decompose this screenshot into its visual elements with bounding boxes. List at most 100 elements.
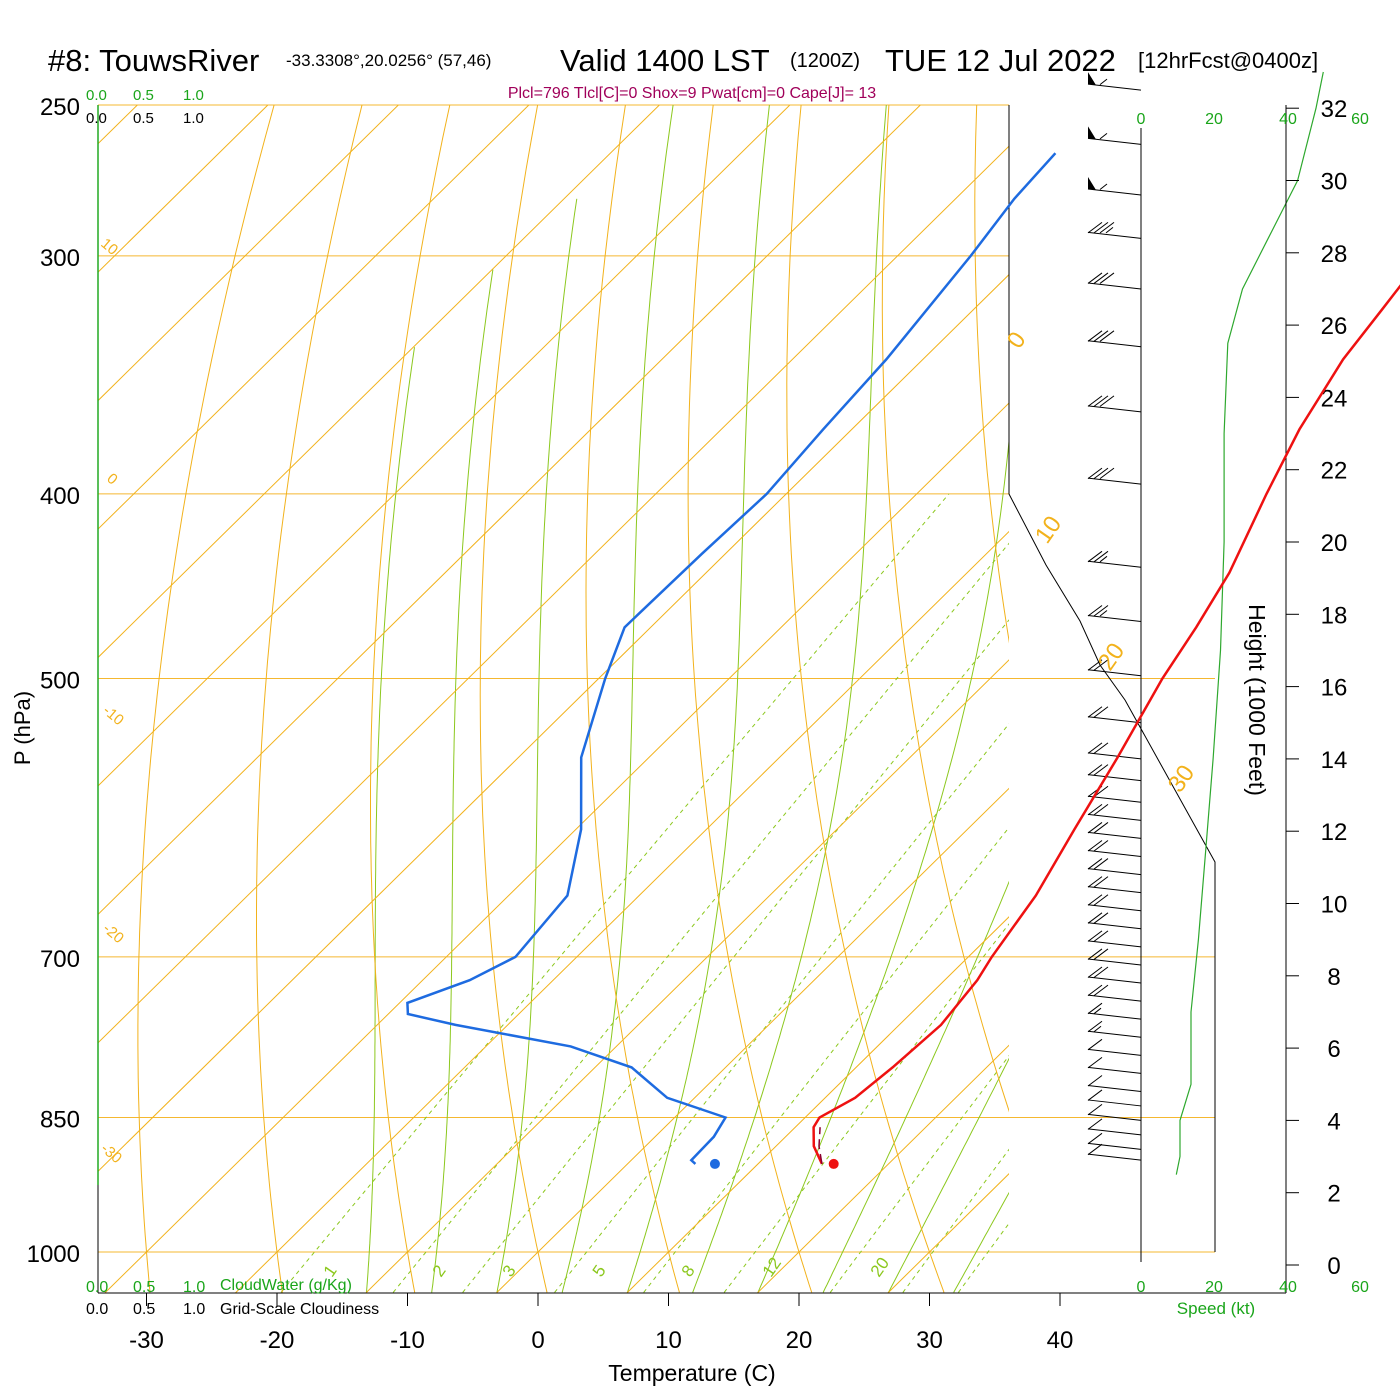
temperature-axis-label: Temperature (C) [608,1360,775,1386]
pressure-axis-label: P (hPa) [10,691,35,765]
isotherm--20 [234,530,1009,1293]
wind-barb-7 [1087,467,1142,485]
speed-scale-bottom-0: 0 [1137,1279,1146,1296]
height-tick-18: 18 [1321,602,1348,629]
cloud-scale-top-black-2: 1.0 [183,110,204,127]
wind-barb-6 [1087,395,1142,413]
mixing-ratio-28 [902,1148,1009,1293]
isotherm-lines [98,105,1400,1293]
isobar-lines [98,104,1215,1253]
dry-adiabat-20 [687,105,813,1293]
wind-barb-15 [1087,803,1142,821]
wind-barb-32 [1087,1104,1142,1121]
isotherm-label-4: -30 [97,1140,125,1167]
wind-barb-8 [1087,550,1142,568]
mixing-ratio-3 [462,619,1009,1293]
isotherm--10 [365,659,1009,1293]
moist-adiabat-20 [757,436,1009,1293]
wind-barb-10 [1087,659,1142,677]
title-valid: Valid 1400 LST [560,43,770,78]
wind-barb-23 [1087,948,1142,966]
isotherm-label-5: 0 [1002,327,1032,353]
height-tick-6: 6 [1327,1036,1340,1063]
isotherm--60 [98,105,921,916]
moist-adiabat--10 [366,347,415,1293]
isotherm-label-2: -10 [99,702,127,729]
isotherm--80 [98,105,660,659]
height-tick-30: 30 [1321,169,1348,196]
title-coords: -33.3308°,20.0256° (57,46) [286,51,491,70]
wind-barb-24 [1087,966,1142,984]
temperature-tick-10: 10 [655,1327,682,1354]
height-tick-4: 4 [1327,1108,1340,1135]
dry-adiabat-70 [1152,105,1400,1292]
moist-adiabat--5 [431,269,494,1293]
cloud-scale-top-black-0: 0.0 [86,110,107,127]
isotherm-50 [1149,105,1400,1293]
sounding-series [406,152,1400,1169]
dry-adiabat-0 [479,105,548,1293]
wind-speed-line [1175,71,1324,1175]
isotherm-label-6: 10 [1030,511,1067,548]
isotherm--90 [98,105,530,530]
dry-adiabat--30 [137,105,275,1293]
speed-axis-label: Speed (kt) [1177,1299,1255,1318]
mixing-ratio-label-3: 3 [499,1262,520,1281]
mixing-ratio-label-8: 8 [678,1262,699,1281]
wind-barbs [1087,72,1142,1161]
wind-barb-11 [1087,706,1142,724]
isotherm-label-8: 30 [1163,760,1200,797]
title-forecast: [12hrFcst@0400z] [1138,48,1318,73]
wind-barb-31 [1087,1089,1142,1107]
height-tick-26: 26 [1321,313,1348,340]
pressure-tick-500: 500 [40,668,80,695]
wind-barb-0 [1087,72,1142,91]
wind-barb-27 [1087,1020,1142,1038]
temperature-axis: -30 -20 -10 0 10 20 30 40 [129,1293,1073,1354]
height-tick-14: 14 [1321,747,1348,774]
cloudiness-label: Grid-Scale Cloudiness [220,1301,379,1318]
isotherm--100 [98,105,399,402]
wind-barb-28 [1087,1038,1142,1056]
temperature-tick--30: -30 [129,1327,164,1354]
mixing-ratio-20 [829,1054,1009,1293]
speed-scale-top-1: 20 [1205,111,1223,128]
speed-scale-bottom-1: 20 [1205,1279,1223,1296]
series-temperature [812,284,1400,1165]
wind-barb-9 [1087,605,1142,623]
height-tick-20: 20 [1321,530,1348,557]
wind-speed-profile [1175,71,1324,1175]
mixing-ratio-label-2: 2 [429,1262,450,1281]
height-tick-28: 28 [1321,241,1348,268]
moist-adiabat-15 [692,105,887,1293]
cloud-scale-bottom-black-1: 0.5 [133,1301,155,1318]
dry-adiabat-50 [974,105,1009,644]
wind-barb-22 [1087,930,1142,948]
wind-barb-20 [1087,894,1142,912]
pressure-axis: 250 300 400 500 700 850 1000 [27,94,80,1268]
temperature-tick--10: -10 [390,1327,425,1354]
surface-dewpoint-marker [709,1158,720,1169]
height-axis-label: Height (1000 Feet) [1244,604,1270,796]
cloud-scale-top-green-2: 1.0 [183,87,204,104]
pressure-tick-400: 400 [40,483,80,510]
wind-barb-18 [1087,858,1142,876]
dry-adiabat-60 [1065,105,1342,1292]
wind-barb-25 [1087,984,1142,1002]
moist-adiabat-25 [822,880,1009,1293]
dry-adiabat--20 [256,105,363,1293]
wind-barb-1 [1087,126,1142,145]
wind-barb-3 [1087,221,1142,239]
height-tick-32: 32 [1321,96,1348,123]
pressure-tick-300: 300 [40,245,80,272]
dry-adiabat-lines [137,105,1400,1293]
series-dewpoint [406,152,1057,1165]
moist-adiabat-lines [366,105,1009,1293]
title-zulu: (1200Z) [790,50,860,72]
pressure-tick-250: 250 [40,94,80,121]
moist-adiabat-10 [627,105,770,1293]
speed-scale-bottom-3: 60 [1351,1279,1369,1296]
wind-barb-12 [1087,742,1142,760]
wind-barb-5 [1087,330,1142,348]
dry-adiabat-40 [881,105,1009,1113]
